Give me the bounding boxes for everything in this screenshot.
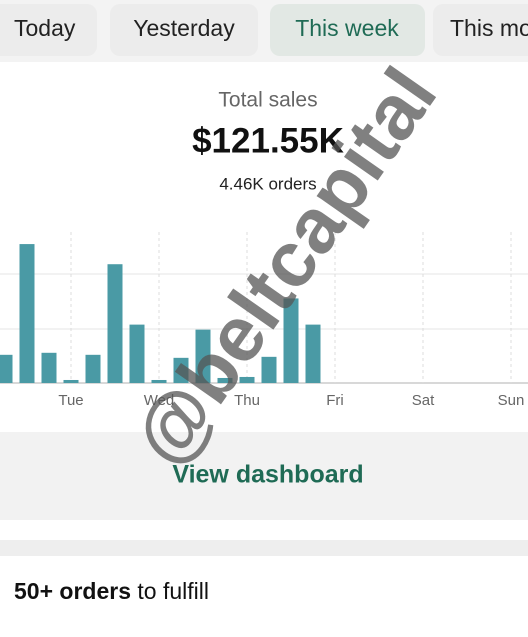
tab-label[interactable]: This week xyxy=(295,15,399,41)
bar xyxy=(129,324,145,383)
bar xyxy=(85,354,101,383)
x-tick-label: Wed xyxy=(144,392,175,409)
tab-label[interactable]: Yesterday xyxy=(133,15,235,41)
bar xyxy=(261,356,277,383)
x-tick-label: Tue xyxy=(58,392,83,409)
link-area xyxy=(0,432,528,520)
bar xyxy=(217,377,233,383)
fulfill-text[interactable]: 50+ orders to fulfill xyxy=(14,578,209,604)
bar xyxy=(239,376,255,383)
bar xyxy=(63,379,79,383)
sales-value: $121.55K xyxy=(192,121,344,160)
bar xyxy=(107,264,123,383)
separator xyxy=(0,540,528,556)
bar xyxy=(19,244,35,383)
bar xyxy=(173,357,189,383)
x-tick-label: Sat xyxy=(412,392,435,409)
x-tick-label: Fri xyxy=(326,392,344,409)
tab[interactable] xyxy=(433,4,528,56)
bar xyxy=(0,354,13,383)
tab[interactable] xyxy=(110,4,258,56)
bar xyxy=(283,298,299,383)
bar xyxy=(305,324,321,383)
bar-chart: Tue Wed Thu Fri Sat Sun xyxy=(0,232,524,409)
fulfill-count[interactable]: 50+ orders xyxy=(14,578,131,604)
orders-count: 4.46K orders xyxy=(219,174,316,193)
bar xyxy=(41,352,57,383)
tab-selected[interactable] xyxy=(270,4,425,56)
watermark: @beltcapital xyxy=(116,52,453,481)
tab-label[interactable]: Today xyxy=(14,15,76,41)
tab-label[interactable]: This month xyxy=(450,15,528,41)
view-dashboard-link[interactable]: View dashboard xyxy=(172,461,363,489)
x-tick-label: Sun xyxy=(498,392,525,409)
sales-label: Total sales xyxy=(218,89,317,112)
bar xyxy=(195,329,211,383)
tab[interactable] xyxy=(0,4,97,56)
fulfill-suffix[interactable]: to fulfill xyxy=(137,578,209,604)
x-tick-label: Thu xyxy=(234,392,260,409)
bar xyxy=(151,379,167,383)
